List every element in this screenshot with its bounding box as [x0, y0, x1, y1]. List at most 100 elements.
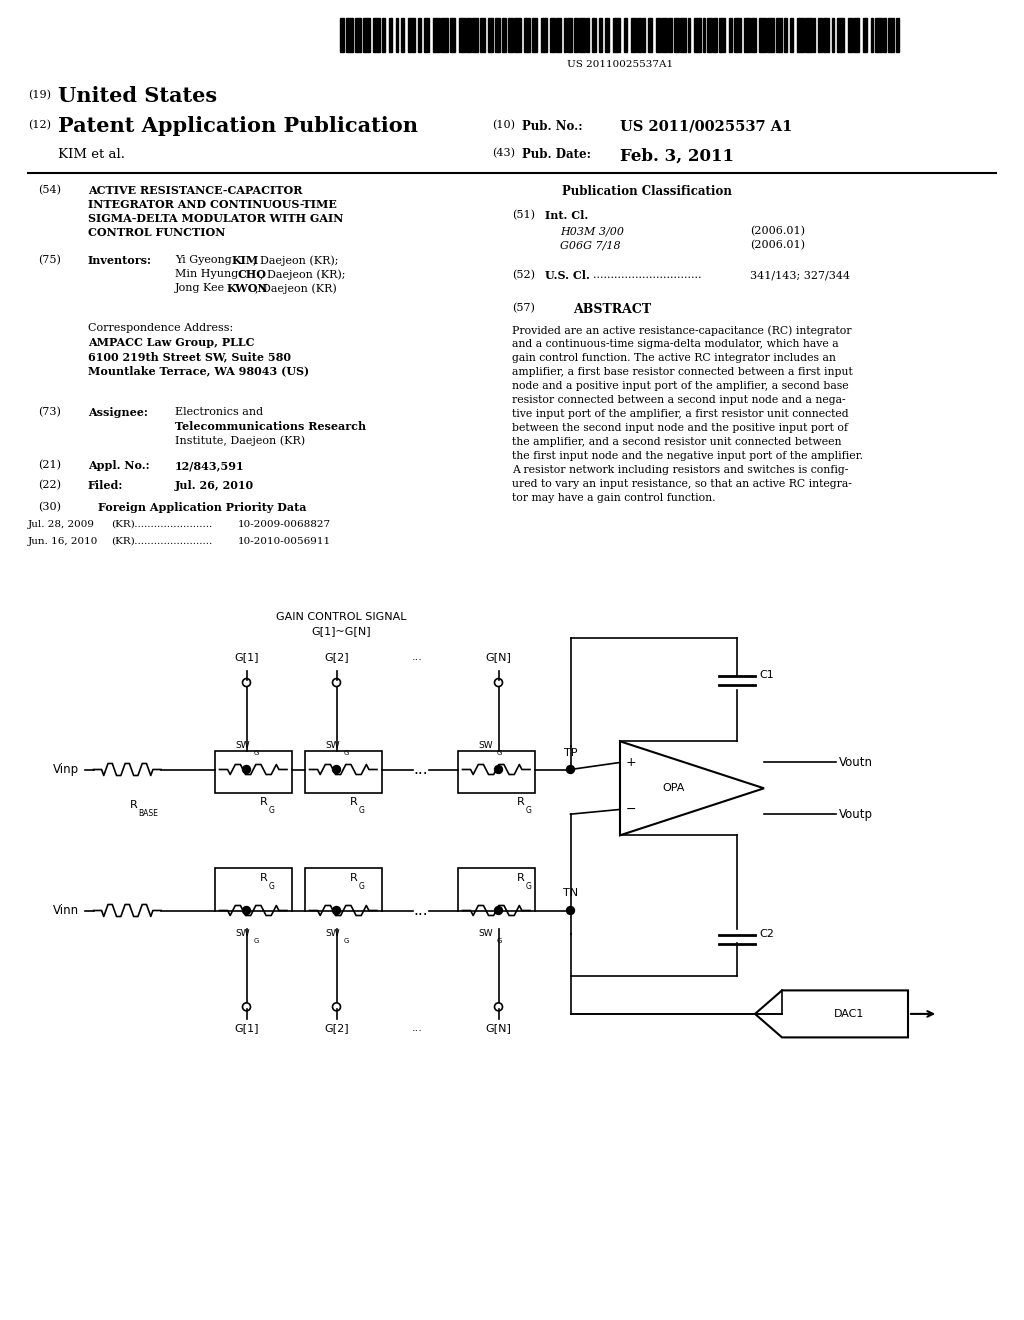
- Text: G: G: [497, 750, 502, 756]
- Text: G[1]: G[1]: [234, 1023, 259, 1034]
- Text: R: R: [350, 873, 357, 883]
- Bar: [642, 18, 645, 51]
- Text: G[1]: G[1]: [234, 652, 259, 661]
- Text: Jong Kee: Jong Kee: [175, 282, 228, 293]
- Bar: [472, 18, 478, 51]
- Bar: [863, 18, 867, 51]
- Text: Assignee:: Assignee:: [88, 407, 147, 418]
- Bar: [524, 18, 530, 51]
- Text: BASE: BASE: [138, 809, 159, 818]
- Text: , Daejeon (KR): , Daejeon (KR): [255, 282, 337, 293]
- Bar: [441, 18, 449, 51]
- Bar: [759, 18, 766, 51]
- Text: C1: C1: [759, 671, 774, 680]
- Circle shape: [243, 907, 251, 915]
- Text: KIM: KIM: [232, 255, 259, 267]
- Bar: [751, 18, 756, 51]
- Bar: [662, 18, 667, 51]
- Bar: [668, 18, 672, 51]
- Text: ABSTRACT: ABSTRACT: [573, 304, 651, 315]
- Circle shape: [566, 907, 574, 915]
- Bar: [707, 18, 712, 51]
- Bar: [848, 18, 852, 51]
- Text: the amplifier, and a second resistor unit connected between: the amplifier, and a second resistor uni…: [512, 437, 842, 447]
- Circle shape: [333, 766, 341, 774]
- Bar: [514, 18, 521, 51]
- Text: CONTROL FUNCTION: CONTROL FUNCTION: [88, 227, 225, 238]
- Bar: [389, 18, 392, 51]
- Text: Vinn: Vinn: [53, 904, 80, 917]
- Text: G: G: [497, 939, 502, 944]
- Text: (54): (54): [38, 185, 61, 195]
- Bar: [579, 18, 585, 51]
- Bar: [556, 18, 561, 51]
- Text: G[N]: G[N]: [485, 652, 511, 661]
- Bar: [648, 18, 652, 51]
- Text: R: R: [350, 797, 357, 808]
- Text: ...: ...: [413, 903, 427, 917]
- Text: (51): (51): [512, 210, 535, 220]
- Circle shape: [243, 766, 251, 774]
- Text: G: G: [525, 882, 531, 891]
- Bar: [831, 18, 834, 51]
- Text: , Daejeon (KR);: , Daejeon (KR);: [253, 255, 339, 265]
- Bar: [215, 751, 292, 793]
- Text: 10-2009-0068827: 10-2009-0068827: [238, 520, 331, 529]
- Text: Foreign Application Priority Data: Foreign Application Priority Data: [98, 502, 306, 513]
- Text: amplifier, a first base resistor connected between a first input: amplifier, a first base resistor connect…: [512, 367, 853, 378]
- Text: G: G: [344, 939, 349, 944]
- Text: (75): (75): [38, 255, 60, 265]
- Text: 341/143; 327/344: 341/143; 327/344: [750, 271, 850, 280]
- Text: ........................: ........................: [131, 520, 212, 529]
- Bar: [340, 18, 344, 51]
- Text: TN: TN: [563, 888, 579, 899]
- Text: R: R: [260, 797, 267, 808]
- Text: ........................: ........................: [131, 537, 212, 546]
- Text: OPA: OPA: [663, 783, 685, 793]
- Text: SW: SW: [326, 742, 340, 751]
- Text: C2: C2: [759, 929, 774, 939]
- Bar: [790, 18, 793, 51]
- Bar: [767, 18, 774, 51]
- Bar: [744, 18, 750, 51]
- Text: Voutn: Voutn: [839, 756, 873, 770]
- Text: −: −: [626, 803, 636, 816]
- Text: (12): (12): [28, 120, 51, 131]
- Text: SW: SW: [478, 742, 494, 751]
- Text: ...: ...: [412, 1023, 423, 1034]
- Bar: [396, 18, 398, 51]
- Bar: [508, 18, 513, 51]
- Bar: [680, 18, 686, 51]
- Text: R: R: [516, 797, 524, 808]
- Bar: [450, 18, 455, 51]
- Text: , Daejeon (KR);: , Daejeon (KR);: [260, 269, 345, 280]
- Circle shape: [333, 907, 341, 915]
- Bar: [874, 18, 882, 51]
- Bar: [305, 869, 382, 911]
- Text: ...: ...: [412, 652, 423, 661]
- Circle shape: [495, 907, 503, 915]
- Text: GAIN CONTROL SIGNAL: GAIN CONTROL SIGNAL: [275, 611, 407, 622]
- Bar: [637, 18, 641, 51]
- Bar: [502, 18, 506, 51]
- Text: +: +: [626, 756, 636, 770]
- Bar: [215, 869, 292, 911]
- Bar: [734, 18, 741, 51]
- Bar: [418, 18, 421, 51]
- Text: Provided are an active resistance-capacitance (RC) integrator: Provided are an active resistance-capaci…: [512, 325, 852, 335]
- Text: (57): (57): [512, 304, 535, 313]
- Text: R: R: [129, 800, 137, 809]
- Text: (2006.01): (2006.01): [750, 226, 805, 236]
- Bar: [853, 18, 859, 51]
- Circle shape: [566, 766, 574, 774]
- Text: G: G: [344, 750, 349, 756]
- Circle shape: [495, 766, 503, 774]
- Bar: [713, 18, 717, 51]
- Bar: [564, 18, 566, 51]
- Text: 6100 219th Street SW, Suite 580: 6100 219th Street SW, Suite 580: [88, 351, 291, 362]
- Bar: [586, 18, 589, 51]
- Text: CHO: CHO: [238, 269, 267, 280]
- Bar: [362, 18, 370, 51]
- Bar: [466, 18, 471, 51]
- Bar: [656, 18, 662, 51]
